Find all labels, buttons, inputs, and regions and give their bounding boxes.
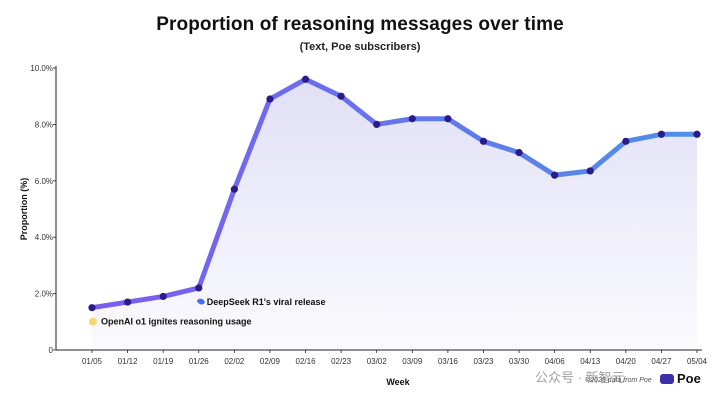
x-tick-label: 03/09 <box>402 357 423 366</box>
lightbulb-icon <box>89 317 97 326</box>
source-note: ©2025 data from Poe <box>585 377 652 384</box>
data-point <box>195 284 203 292</box>
x-tick-label: 01/12 <box>118 357 139 366</box>
annotation-text: DeepSeek R1's viral release <box>207 297 326 307</box>
data-point <box>479 137 488 145</box>
y-axis-label: Proportion (%) <box>19 178 29 241</box>
data-point <box>515 149 523 157</box>
chart-subtitle: (Text, Poe subscribers) <box>299 41 421 53</box>
data-point <box>586 167 594 175</box>
y-tick-label: 8.0% <box>35 120 53 129</box>
data-point <box>408 115 416 123</box>
x-tick-label: 02/16 <box>296 357 317 366</box>
x-tick-label: 02/09 <box>260 357 281 366</box>
data-point <box>551 171 559 179</box>
poe-brand-label: Poe <box>677 371 701 386</box>
data-point <box>337 92 345 100</box>
series-area-fill <box>92 79 697 350</box>
data-point <box>622 137 630 145</box>
x-tick-label: 02/23 <box>331 357 352 366</box>
y-tick-label: 2.0% <box>35 290 53 299</box>
annotation-deepseek: DeepSeek R1's viral release <box>196 297 326 307</box>
data-point <box>230 185 238 193</box>
x-tick-label: 04/20 <box>616 357 637 366</box>
x-tick-label: 01/26 <box>189 357 210 366</box>
y-tick-label: 4.0% <box>35 233 53 242</box>
x-tick-label: 04/13 <box>580 357 601 366</box>
data-point <box>123 298 132 306</box>
x-tick-label: 05/04 <box>687 357 708 366</box>
data-point <box>444 115 452 123</box>
annotation-o1: OpenAI o1 ignites reasoning usage <box>89 317 252 327</box>
series-line <box>89 76 700 311</box>
x-axis-label: Week <box>386 377 410 387</box>
y-tick-label: 0 <box>49 346 54 355</box>
y-tick-label: 10.0% <box>30 64 53 73</box>
annotation-text: OpenAI o1 ignites reasoning usage <box>101 317 252 327</box>
y-tick-label: 6.0% <box>35 177 53 186</box>
data-point <box>266 95 274 103</box>
x-tick-label: 04/27 <box>651 357 672 366</box>
data-point <box>693 130 701 138</box>
x-tick-label: 03/02 <box>367 357 388 366</box>
data-point <box>301 75 310 83</box>
x-tick-label: 01/19 <box>153 357 174 366</box>
x-tick-label: 03/30 <box>509 357 530 366</box>
data-point <box>373 120 381 128</box>
x-tick-label: 03/16 <box>438 357 459 366</box>
poe-logo-icon <box>660 373 674 384</box>
x-tick-label: 03/23 <box>473 357 494 366</box>
x-tick-label: 02/02 <box>224 357 245 366</box>
poe-brand: Poe <box>660 371 701 386</box>
chart-title: Proportion of reasoning messages over ti… <box>156 14 564 35</box>
x-tick-label: 01/05 <box>82 357 103 366</box>
data-point <box>657 130 666 138</box>
data-point <box>159 292 167 301</box>
x-tick-label: 04/06 <box>545 357 566 366</box>
watermark: 公众号 · 新智元 <box>535 370 625 385</box>
data-point <box>88 304 96 312</box>
whale-icon <box>196 298 205 305</box>
